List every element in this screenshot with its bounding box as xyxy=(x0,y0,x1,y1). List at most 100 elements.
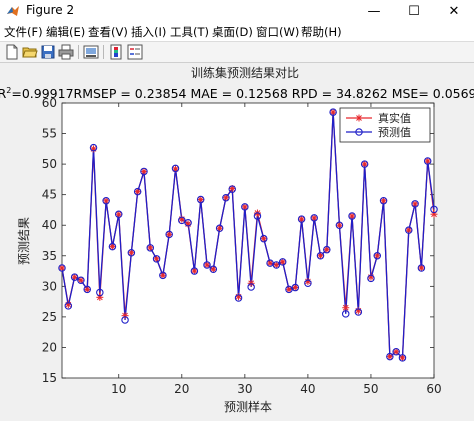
minimize-icon: — xyxy=(367,3,381,19)
true-value-point xyxy=(108,243,116,251)
pred-value-point xyxy=(196,195,205,204)
true-value-point xyxy=(115,210,123,218)
true-value-point xyxy=(298,215,306,223)
link-plot-icon[interactable] xyxy=(83,44,99,60)
chart-subtitle: (R2=0.99917RMSEP = 0.23854 MAE = 0.12568… xyxy=(0,86,474,101)
legend-entry-label: 真实值 xyxy=(378,111,411,125)
pred-value-point xyxy=(310,214,318,222)
pred-value-point xyxy=(209,265,218,273)
true-value-point xyxy=(329,108,337,116)
pred-value-point xyxy=(58,264,66,272)
menu-view[interactable]: 查看(V) xyxy=(88,25,128,39)
chart[interactable]: 训练集预测结果对比 (R2=0.99917RMSEP = 0.23854 MAE… xyxy=(0,63,474,417)
true-value-point xyxy=(417,264,425,272)
pred-value-point xyxy=(184,219,192,227)
pred-value-point xyxy=(260,234,268,243)
y-tick-label: 25 xyxy=(42,310,57,324)
true-value-point xyxy=(190,267,198,275)
pred-value-point xyxy=(171,164,180,173)
chart-title: 训练集预测结果对比 xyxy=(191,65,299,80)
close-icon: ✕ xyxy=(448,3,460,19)
pred-value-point xyxy=(247,283,255,291)
maximize-button[interactable]: ☐ xyxy=(396,0,432,22)
print-icon[interactable] xyxy=(58,44,74,60)
true-value-point xyxy=(348,212,356,220)
pred-value-point xyxy=(64,302,73,310)
insert-legend-icon[interactable] xyxy=(127,44,143,60)
legend-entry-label: 预测值 xyxy=(378,126,411,139)
pred-value-point xyxy=(341,310,350,318)
pred-value-point xyxy=(228,185,236,193)
save-icon[interactable] xyxy=(40,44,56,60)
pred-value-point xyxy=(89,143,98,152)
menu-desktop[interactable]: 桌面(D) xyxy=(212,25,253,39)
pred-value-point xyxy=(335,221,344,229)
true-value-point xyxy=(272,261,280,269)
menu-tools[interactable]: 工具(T) xyxy=(170,25,209,39)
menu-insert[interactable]: 插入(I) xyxy=(131,25,167,39)
pred-value-point xyxy=(77,276,85,284)
figure-canvas: 训练集预测结果对比 (R2=0.99917RMSEP = 0.23854 MAE… xyxy=(0,63,474,417)
pred-value-point xyxy=(70,273,79,281)
menu-file[interactable]: 文件(F) xyxy=(4,25,43,39)
insert-colorbar-icon[interactable] xyxy=(108,44,124,60)
pred-value-point xyxy=(152,255,161,263)
pred-value-point xyxy=(127,248,136,257)
menu-help[interactable]: 帮助(H) xyxy=(301,25,342,39)
true-value-point xyxy=(310,214,318,222)
pred-value-point xyxy=(234,294,243,302)
window-title-bar[interactable]: Figure 2 — ☐ ✕ xyxy=(0,0,474,22)
y-tick-label: 30 xyxy=(42,279,57,293)
pred-value-point xyxy=(316,252,325,260)
pred-value-point xyxy=(323,245,331,254)
pred-value-point xyxy=(146,244,155,252)
pred-value-point xyxy=(291,283,300,292)
menu-bar: 文件(F) 编辑(E) 查看(V) 插入(I) 工具(T) 桌面(D) 窗口(W… xyxy=(0,22,474,42)
true-value-point xyxy=(165,230,173,238)
true-value-point xyxy=(203,261,211,269)
open-file-icon[interactable] xyxy=(22,44,38,60)
y-tick-label: 40 xyxy=(42,218,57,232)
window-title: Figure 2 xyxy=(26,3,75,17)
new-figure-icon[interactable] xyxy=(4,44,20,60)
menu-window[interactable]: 窗口(W) xyxy=(256,25,300,39)
pred-value-point xyxy=(278,258,287,266)
pred-value-point xyxy=(140,167,148,176)
pred-value-point xyxy=(165,230,173,239)
true-value-point xyxy=(386,353,394,361)
true-value-point xyxy=(127,249,135,257)
pred-value-point xyxy=(178,216,186,225)
true-value-point xyxy=(209,265,217,273)
pred-value-point xyxy=(392,347,400,356)
true-value-point xyxy=(373,252,381,260)
pred-value-point xyxy=(367,274,375,283)
minimize-button[interactable]: — xyxy=(356,0,392,22)
menu-edit[interactable]: 编辑(E) xyxy=(46,25,86,39)
toolbar xyxy=(0,42,474,63)
pred-value-point xyxy=(159,271,167,280)
pred-value-point xyxy=(108,242,117,251)
pred-value-point xyxy=(203,261,211,269)
pred-series-line xyxy=(61,112,435,360)
pred-value-point xyxy=(215,224,224,233)
true-value-point xyxy=(424,157,432,165)
pred-value-point xyxy=(405,226,413,234)
true-value-point xyxy=(140,167,148,175)
close-button[interactable]: ✕ xyxy=(436,0,472,22)
pred-value-point xyxy=(348,212,356,220)
x-tick-label: 50 xyxy=(363,382,378,396)
true-value-point xyxy=(216,224,224,232)
true-value-point xyxy=(102,197,110,205)
pred-value-point xyxy=(253,212,262,220)
true-value-point xyxy=(317,252,325,260)
pred-value-point xyxy=(114,210,123,218)
y-tick-label: 35 xyxy=(42,249,57,263)
legend-marker-circle xyxy=(355,128,363,136)
pred-value-point xyxy=(121,316,129,324)
pred-value-point xyxy=(102,197,110,205)
pred-value-point xyxy=(222,193,230,202)
pred-value-point xyxy=(190,267,199,275)
true-value-point xyxy=(285,285,293,293)
pred-value-point xyxy=(360,160,369,168)
true-value-point xyxy=(405,226,413,234)
